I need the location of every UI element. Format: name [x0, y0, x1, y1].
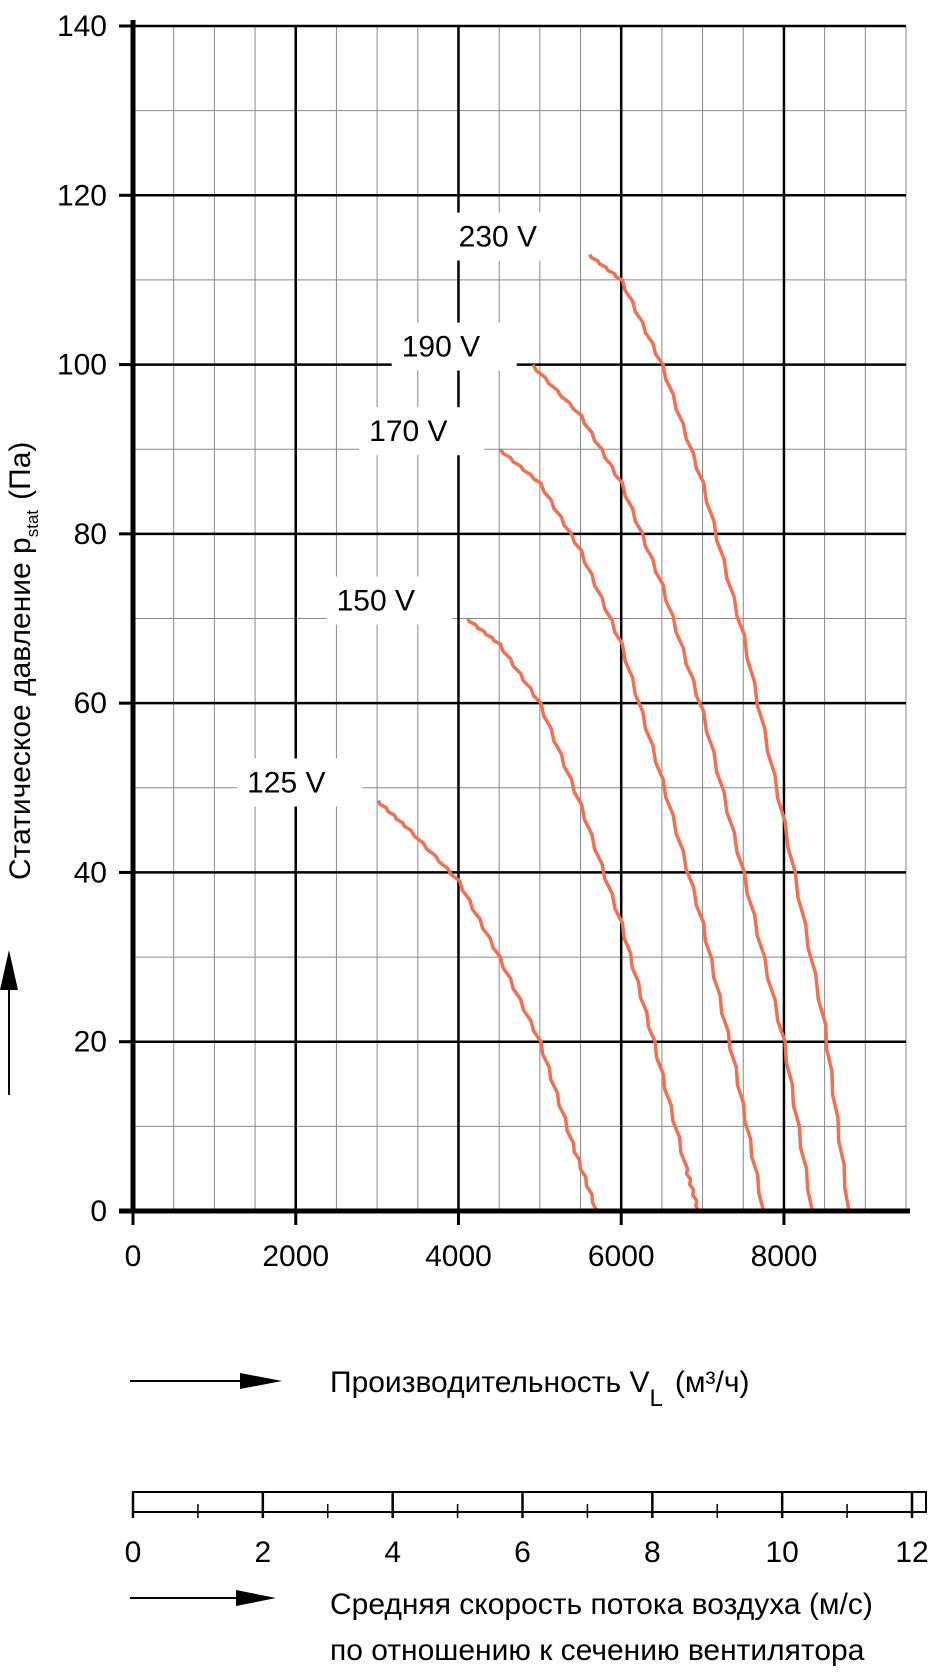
- x-tick-label: 8000: [751, 1240, 818, 1273]
- major-grid: [133, 24, 906, 1211]
- curve-190v: [531, 363, 815, 1212]
- x-axis-label: Производительность VL (м³/ч): [330, 1366, 749, 1412]
- series-label-bg: [359, 407, 485, 456]
- series-label-bg: [448, 212, 574, 261]
- velocity-label-line1: Средняя скорость потока воздуха (м/с): [330, 1588, 873, 1621]
- series-label-bg: [326, 576, 452, 625]
- curve-125v: [376, 799, 599, 1212]
- velocity-tick-label: 10: [765, 1536, 798, 1569]
- y-tick-label: 60: [74, 687, 107, 720]
- x-axis-label-sub: L: [650, 1385, 663, 1412]
- series-label: 230 V: [459, 221, 537, 254]
- y-tick-label: 120: [57, 179, 107, 212]
- velocity-scale-bar: [132, 1491, 927, 1513]
- y-axis-label: Статическое давление pstat(Па): [4, 442, 42, 880]
- velocity-label-line2: по отношению к сечению вентилятора: [330, 1634, 865, 1667]
- series-label-bg: [391, 322, 517, 371]
- series-label: 170 V: [369, 415, 447, 448]
- x-tick-label: 4000: [425, 1240, 492, 1273]
- velocity-arrow-icon: [130, 1590, 276, 1606]
- voltage-curves: [376, 253, 851, 1212]
- velocity-tick-label: 4: [384, 1536, 401, 1569]
- minor-grid: [133, 26, 907, 1211]
- series-label: 150 V: [337, 585, 415, 618]
- series-label-bg: [237, 758, 363, 807]
- y-tick-label: 20: [74, 1026, 107, 1059]
- y-axis-arrow-icon: [0, 950, 18, 1095]
- curve-150v: [466, 617, 701, 1212]
- axes: [119, 20, 910, 1225]
- series-labels: 125 V 150 V 170 V 190 V 230 V: [237, 212, 574, 807]
- y-tick-label: 40: [74, 856, 107, 889]
- x-tick-label: 6000: [588, 1240, 655, 1273]
- tick-labels: 0 20 40 60 80 100 120 140 0 2000 4000 6000 8000: [57, 10, 817, 1273]
- velocity-tick-label: 2: [254, 1536, 271, 1569]
- velocity-tick-label: 6: [514, 1536, 531, 1569]
- velocity-tick-label: 12: [895, 1536, 928, 1569]
- x-tick-label: 0: [125, 1240, 142, 1273]
- series-label: 190 V: [402, 331, 480, 364]
- y-tick-label: 80: [74, 518, 107, 551]
- curve-170v: [498, 448, 766, 1212]
- velocity-tick-label: 8: [644, 1536, 661, 1569]
- x-tick-label: 2000: [262, 1240, 329, 1273]
- series-label: 125 V: [247, 766, 325, 799]
- y-tick-label: 140: [57, 10, 107, 43]
- x-axis-arrow-icon: [130, 1373, 282, 1389]
- y-axis-label-sub: stat: [23, 510, 42, 538]
- velocity-scale: 0 2 4 6 8 10 12: [125, 1491, 929, 1569]
- velocity-tick-label: 0: [125, 1536, 142, 1569]
- y-tick-label: 0: [90, 1195, 107, 1228]
- curve-230v: [588, 253, 851, 1212]
- y-tick-label: 100: [57, 349, 107, 382]
